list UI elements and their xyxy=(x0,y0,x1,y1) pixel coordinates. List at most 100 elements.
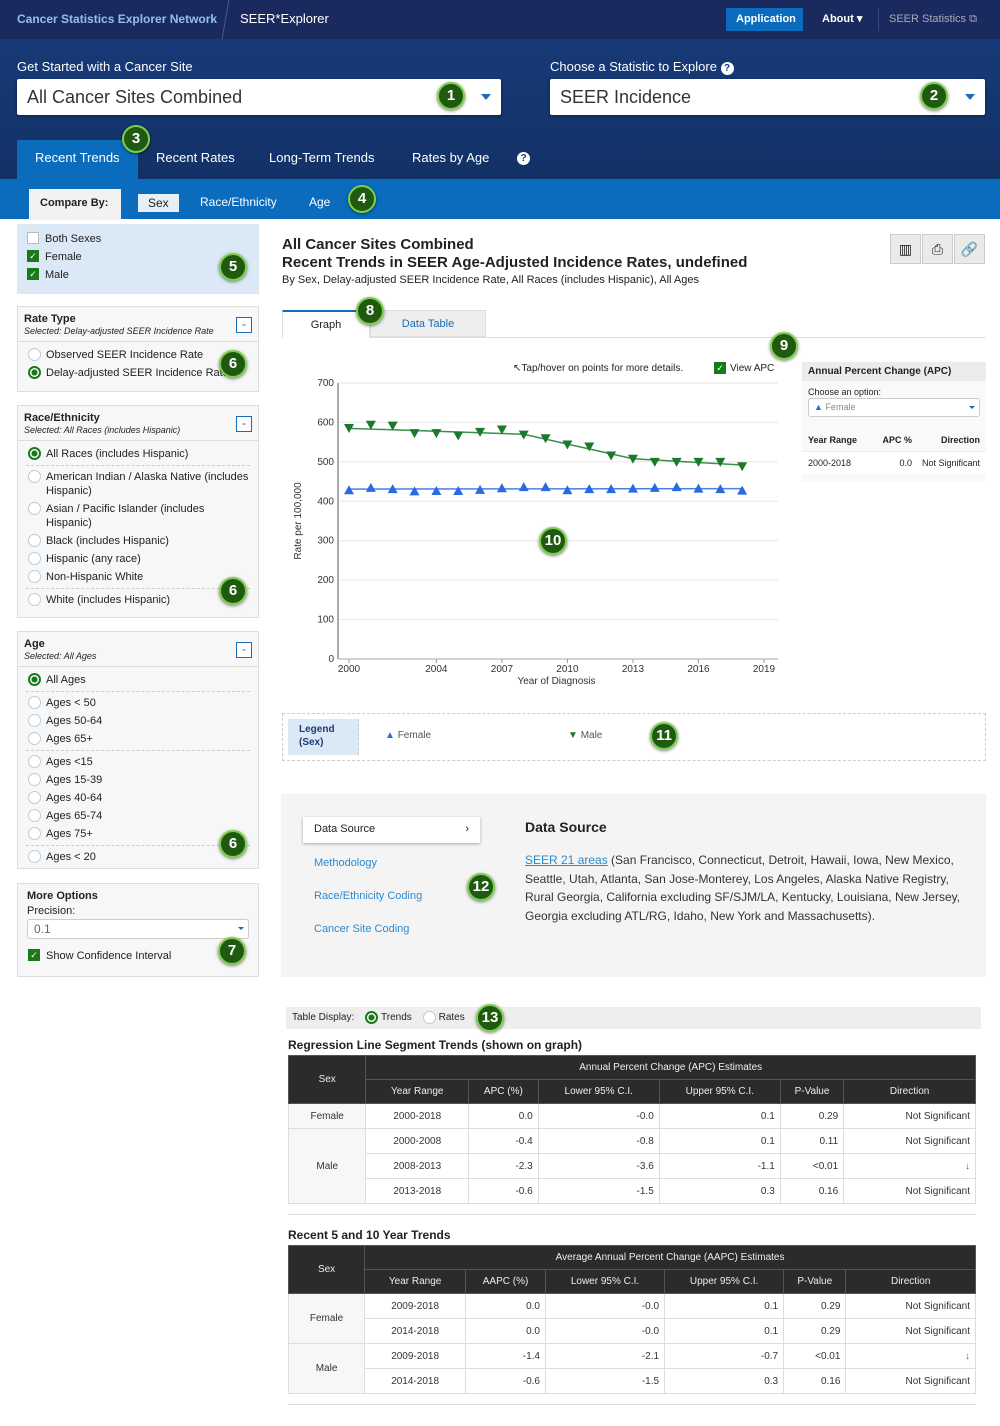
radio[interactable] xyxy=(28,502,41,515)
age-option[interactable]: Ages 65-74 xyxy=(18,807,258,825)
male-data-point[interactable] xyxy=(715,457,726,467)
race-option[interactable]: Non-Hispanic White xyxy=(18,568,258,586)
female-data-point[interactable] xyxy=(693,483,704,493)
male-data-point[interactable] xyxy=(737,462,748,472)
info-menu-data-source[interactable]: Data Source › xyxy=(303,817,480,843)
age-option[interactable]: Ages < 50 xyxy=(18,694,258,712)
nav-application[interactable]: Application xyxy=(726,8,803,31)
radio-selected[interactable] xyxy=(365,1011,379,1024)
compare-sex[interactable]: Sex xyxy=(138,194,179,212)
help-icon[interactable]: ? xyxy=(720,62,734,75)
female-data-point[interactable] xyxy=(344,485,354,495)
male-data-point[interactable] xyxy=(540,434,551,444)
apc-series-select[interactable]: ▲ Female xyxy=(808,398,980,417)
age-option[interactable]: Ages 50-64 xyxy=(18,712,258,730)
help-icon[interactable]: ? xyxy=(517,152,530,165)
collapse-button[interactable]: - xyxy=(236,416,252,432)
male-data-point[interactable] xyxy=(671,457,682,467)
radio[interactable] xyxy=(28,696,41,709)
radio-selected[interactable] xyxy=(28,366,41,379)
radio[interactable] xyxy=(28,809,41,822)
checkbox-checked[interactable]: ✓ xyxy=(27,250,39,262)
info-menu-methodology[interactable]: Methodology xyxy=(314,857,377,869)
seer-21-areas-link[interactable]: SEER 21 areas xyxy=(525,853,608,867)
download-chart-icon[interactable]: ▥ xyxy=(890,234,921,264)
female-data-point[interactable] xyxy=(627,483,638,493)
radio[interactable] xyxy=(28,534,41,547)
female-data-point[interactable] xyxy=(409,486,420,496)
female-data-point[interactable] xyxy=(737,485,748,495)
female-data-point[interactable] xyxy=(671,482,682,492)
tab-recent-rates[interactable]: Recent Rates xyxy=(156,150,235,165)
radio[interactable] xyxy=(28,755,41,768)
radio[interactable] xyxy=(28,773,41,786)
female-data-point[interactable] xyxy=(475,484,486,494)
nav-about[interactable]: About ▾ xyxy=(822,13,863,25)
male-data-point[interactable] xyxy=(475,427,486,437)
tab-long-term-trends[interactable]: Long-Term Trends xyxy=(269,150,375,165)
female-data-point[interactable] xyxy=(649,482,660,492)
tab-recent-trends[interactable]: Recent Trends xyxy=(17,140,138,179)
female-data-point[interactable] xyxy=(715,484,726,494)
male-data-point[interactable] xyxy=(496,425,507,435)
checkbox-checked[interactable]: ✓ xyxy=(28,949,40,961)
legend-female[interactable]: ▲ Female xyxy=(385,730,431,741)
female-data-point[interactable] xyxy=(365,482,376,492)
precision-select[interactable]: 0.1 xyxy=(27,919,249,939)
radio[interactable] xyxy=(28,714,41,727)
age-option[interactable]: Ages 65+ xyxy=(18,730,258,748)
radio-selected[interactable] xyxy=(28,447,41,460)
view-apc-checkbox[interactable]: ✓ View APC xyxy=(704,360,1000,378)
checkbox-checked[interactable]: ✓ xyxy=(714,362,726,374)
show-ci-checkbox[interactable]: ✓ Show Confidence Interval xyxy=(18,947,249,965)
female-data-point[interactable] xyxy=(606,484,617,494)
display-trends[interactable]: Trends xyxy=(363,1011,412,1024)
female-data-point[interactable] xyxy=(518,482,529,492)
race-option[interactable]: American Indian / Alaska Native (include… xyxy=(18,468,258,500)
radio[interactable] xyxy=(28,470,41,483)
tab-data-table[interactable]: Data Table xyxy=(370,310,486,337)
male-data-point[interactable] xyxy=(606,451,617,461)
race-option[interactable]: All Races (includes Hispanic) xyxy=(18,445,258,463)
female-data-point[interactable] xyxy=(387,484,398,494)
rate-delay-adjusted[interactable]: Delay-adjusted SEER Incidence Rate xyxy=(18,364,258,382)
tab-graph[interactable]: Graph xyxy=(282,310,370,338)
age-option[interactable]: Ages 15-39 xyxy=(18,771,258,789)
age-option[interactable]: Ages 40-64 xyxy=(18,789,258,807)
age-option[interactable]: Ages < 20 xyxy=(18,848,258,866)
info-menu-site-coding[interactable]: Cancer Site Coding xyxy=(314,923,410,935)
male-data-point[interactable] xyxy=(453,431,464,441)
radio[interactable] xyxy=(28,570,41,583)
race-option[interactable]: Hispanic (any race) xyxy=(18,550,258,568)
compare-age[interactable]: Age xyxy=(309,195,331,209)
male-data-point[interactable] xyxy=(649,457,660,467)
display-rates[interactable]: Rates xyxy=(421,1011,465,1024)
radio[interactable] xyxy=(28,593,41,606)
age-option[interactable]: Ages 75+ xyxy=(18,825,258,843)
male-data-point[interactable] xyxy=(365,420,376,430)
link-icon[interactable]: 🔗 xyxy=(954,234,985,264)
compare-race-ethnicity[interactable]: Race/Ethnicity xyxy=(200,195,277,209)
sex-female[interactable]: ✓ Female xyxy=(17,248,259,266)
checkbox-checked[interactable]: ✓ xyxy=(27,268,39,280)
cancer-site-select[interactable]: All Cancer Sites Combined xyxy=(17,79,501,115)
radio[interactable] xyxy=(28,850,41,863)
male-data-point[interactable] xyxy=(431,429,442,439)
checkbox[interactable] xyxy=(27,232,39,244)
radio[interactable] xyxy=(28,732,41,745)
statistic-select[interactable]: SEER Incidence xyxy=(550,79,985,115)
tab-rates-by-age[interactable]: Rates by Age xyxy=(412,150,490,165)
male-data-point[interactable] xyxy=(584,442,595,452)
female-data-point[interactable] xyxy=(453,486,464,496)
female-data-point[interactable] xyxy=(496,483,507,493)
sex-male[interactable]: ✓ Male xyxy=(17,266,259,284)
race-option[interactable]: White (includes Hispanic) xyxy=(18,591,258,609)
collapse-button[interactable]: - xyxy=(236,642,252,658)
male-data-point[interactable] xyxy=(409,429,420,439)
race-option[interactable]: Asian / Pacific Islander (includes Hispa… xyxy=(18,500,258,532)
collapse-button[interactable]: - xyxy=(236,317,252,333)
female-data-point[interactable] xyxy=(584,484,595,494)
radio[interactable] xyxy=(422,1011,436,1024)
download-data-icon[interactable]: ⎙ xyxy=(922,234,953,264)
male-data-point[interactable] xyxy=(518,430,529,440)
